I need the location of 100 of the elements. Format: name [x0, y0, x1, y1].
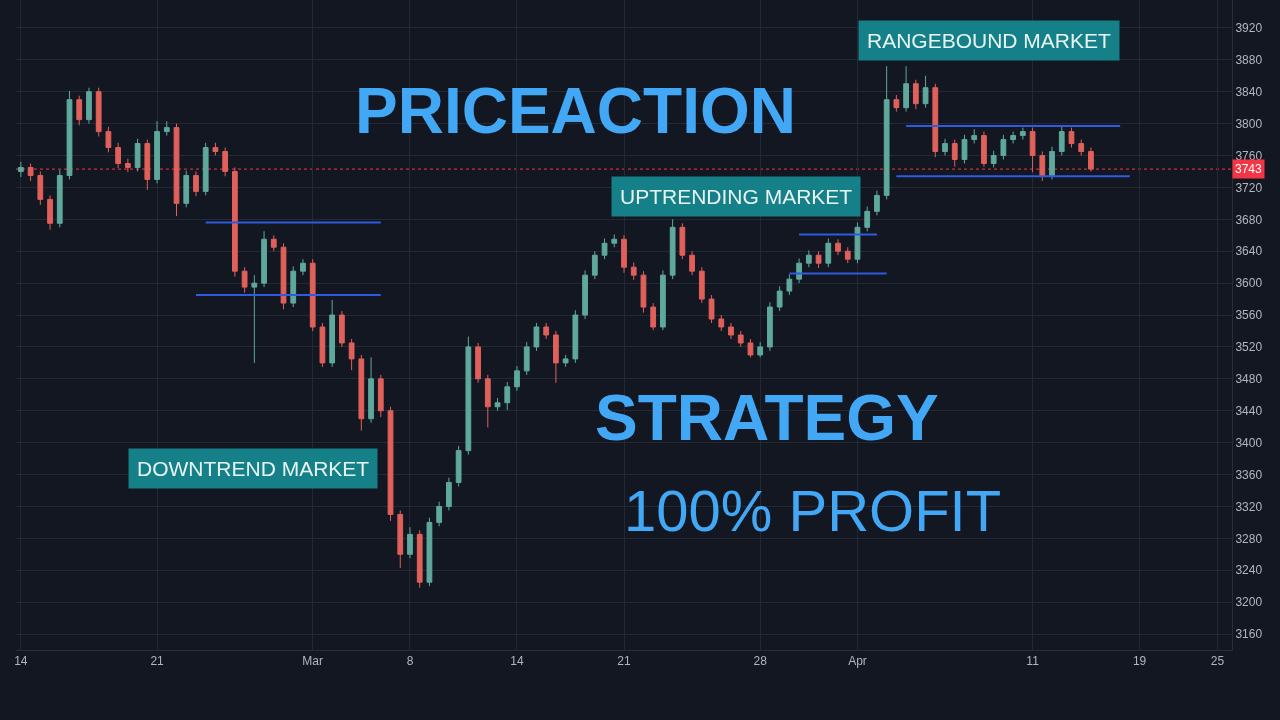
- x-tick-label: 14: [14, 654, 28, 669]
- x-tick-label: 8: [406, 654, 414, 669]
- candlestick: [640, 270, 647, 314]
- candlestick: [698, 266, 705, 304]
- candlestick: [212, 142, 219, 157]
- candlestick: [154, 120, 160, 184]
- x-tick-label: 25: [1210, 654, 1225, 669]
- candlestick: [95, 87, 102, 137]
- candlestick: [1049, 146, 1055, 180]
- x-tick-label: 28: [753, 654, 768, 669]
- candlestick: [436, 501, 443, 527]
- candlestick: [1010, 131, 1016, 145]
- annotation: PRICEACTION: [355, 75, 796, 147]
- x-tick-label: 21: [617, 654, 631, 669]
- candlestick: [475, 342, 481, 384]
- candlestick: [776, 285, 783, 312]
- candlestick: [679, 222, 686, 260]
- candlestick: [76, 95, 83, 126]
- candlestick: [708, 294, 715, 324]
- candlestick: [397, 509, 404, 569]
- candlestick: [86, 87, 92, 125]
- candlestick: [1078, 139, 1085, 157]
- candlestick: [465, 336, 472, 456]
- y-tick-label: 3920: [1235, 21, 1263, 36]
- candlestick: [329, 299, 336, 368]
- candlestick: [951, 139, 958, 168]
- candlestick: [47, 194, 53, 231]
- candlestick: [368, 356, 374, 424]
- y-tick-label: 3480: [1235, 372, 1263, 387]
- candlestick: [757, 341, 764, 358]
- candlestick: [728, 322, 734, 340]
- y-tick-label: 3400: [1235, 435, 1263, 450]
- candlestick: [1058, 126, 1065, 157]
- y-tick-label: 3640: [1235, 244, 1263, 259]
- candlestick: [864, 206, 871, 232]
- candlestick: [163, 120, 170, 137]
- candlestick: [572, 309, 579, 364]
- candlestick: [115, 142, 122, 169]
- annotation: DOWNTREND MARKET: [137, 457, 370, 480]
- y-tick-label: 3240: [1235, 563, 1263, 578]
- candlestick: [134, 138, 141, 172]
- candlestick: [446, 477, 452, 511]
- y-tick-label: 3320: [1235, 499, 1263, 514]
- candlestick: [1000, 134, 1007, 161]
- candlestick: [173, 123, 180, 217]
- candlestick: [290, 265, 297, 308]
- candlestick: [961, 134, 968, 164]
- candlestick: [270, 234, 277, 252]
- candlestick: [193, 170, 199, 197]
- y-tick-label: 3760: [1235, 148, 1263, 163]
- candlestick: [922, 75, 929, 109]
- candlestick: [407, 526, 413, 559]
- x-tick-label: 21: [150, 654, 165, 669]
- candlestick: [504, 381, 511, 411]
- candlestick: [1039, 151, 1046, 182]
- candlestick: [835, 238, 841, 256]
- candlestick: [426, 517, 433, 587]
- y-tick-label: 3200: [1235, 595, 1263, 610]
- candlestick: [932, 83, 939, 158]
- candlestick: [377, 374, 384, 418]
- annotation: STRATEGY: [595, 382, 939, 454]
- candlestick: [358, 354, 365, 432]
- x-tick-label: 11: [1026, 654, 1040, 669]
- y-tick-label: 3160: [1235, 627, 1263, 642]
- candlestick: [56, 169, 63, 228]
- candlestick: [241, 266, 248, 294]
- candlestick: [805, 249, 812, 268]
- candlestick: [484, 374, 491, 428]
- candlestick: [533, 322, 540, 352]
- y-tick-label: 3520: [1235, 340, 1263, 355]
- candlestick: [105, 126, 112, 153]
- x-tick-label: Mar: [302, 654, 324, 669]
- candlestick: [280, 242, 287, 310]
- candlestick: [601, 237, 608, 260]
- candlestick: [553, 330, 559, 384]
- candlestick: [1019, 127, 1026, 141]
- candlestick: [183, 170, 190, 208]
- candlestick: [562, 354, 569, 368]
- candlestick: [737, 330, 744, 348]
- x-tick-label: Apr: [848, 654, 867, 669]
- y-tick-label: 3600: [1235, 276, 1263, 291]
- candlestick: [1029, 127, 1036, 173]
- candlestick: [786, 273, 793, 296]
- candlestick: [416, 529, 423, 589]
- y-tick-label: 3840: [1235, 84, 1263, 99]
- candlestick: [747, 338, 754, 358]
- candlestick: [660, 269, 666, 331]
- candlestick: [232, 166, 238, 278]
- candlestick: [582, 269, 588, 320]
- candlestick: [523, 341, 530, 376]
- candlestick: [27, 163, 34, 182]
- candlestick: [124, 158, 131, 173]
- candlestick: [455, 445, 462, 487]
- candlestick: [300, 258, 306, 276]
- y-tick-label: 3440: [1235, 403, 1263, 418]
- candlestick: [348, 338, 355, 371]
- candlestick: [718, 314, 725, 332]
- candlestick: [66, 90, 73, 180]
- y-tick-label: 3360: [1235, 467, 1263, 482]
- candlestick: [202, 142, 209, 196]
